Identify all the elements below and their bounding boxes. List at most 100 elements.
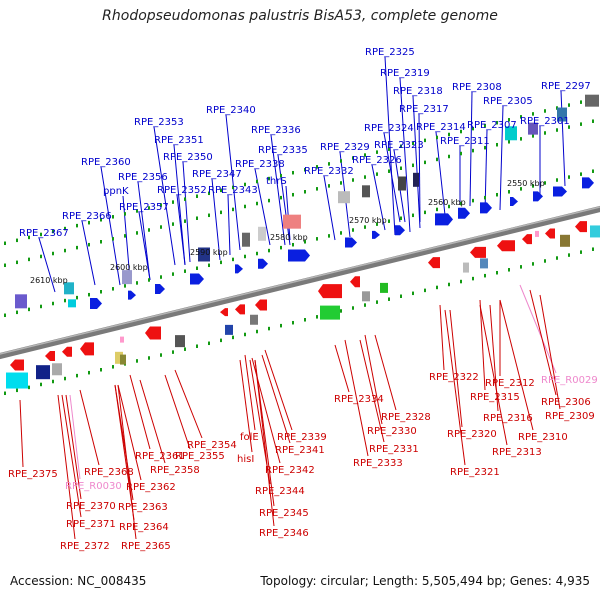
gene-feature-box	[505, 126, 517, 141]
gene-feature-box	[250, 314, 258, 325]
leader-line	[519, 284, 557, 374]
inner-top-tick	[196, 266, 198, 270]
inner-top-tick	[484, 195, 486, 200]
inner-bottom-tick	[448, 282, 450, 287]
leader-line	[38, 237, 56, 293]
outer-top-tick	[580, 122, 582, 126]
outer-top-tick	[484, 145, 486, 150]
leader-line	[139, 379, 166, 464]
forward-gene-label: RPE_2325	[365, 47, 415, 58]
forward-gene-label: ppnK	[103, 186, 129, 197]
gene-feature-box	[64, 282, 74, 295]
backbone-highlight	[0, 206, 600, 355]
reverse-gene-arrow	[545, 228, 555, 239]
leader-line	[285, 185, 291, 241]
leader-line	[211, 178, 221, 261]
inner-top-tick	[76, 295, 78, 300]
inner-top-tick	[4, 313, 6, 318]
leader-line	[176, 194, 186, 266]
gene-feature-box	[175, 335, 185, 348]
forward-gene-label: RPE_2350	[163, 152, 213, 163]
inner-top-tick	[100, 290, 102, 294]
forward-gene-arrow	[582, 177, 594, 189]
leader-line	[19, 399, 24, 468]
far-top-tick	[496, 120, 498, 125]
inner-top-tick	[592, 169, 594, 173]
reverse-gene-label: folE	[240, 432, 259, 443]
kbp-labels: 2550 kbp 2560 kbp 2570 kbp 2580 kbp 2590 kbp…	[30, 179, 545, 285]
forward-gene-label: RPE_2347	[192, 169, 242, 180]
forward-gene-arrow	[235, 264, 243, 274]
rna-feature	[535, 230, 539, 237]
gene-feature-box	[6, 372, 28, 389]
far-top-tick	[532, 112, 534, 116]
leader-line	[560, 90, 566, 187]
inner-bottom-tick	[268, 326, 270, 331]
reverse-gene-label: RPE_2346	[259, 528, 309, 539]
reverse-gene-label: RPE_2372	[60, 541, 110, 552]
outer-top-tick	[208, 213, 210, 218]
far-top-tick	[376, 150, 378, 154]
forward-gene-arrow	[288, 249, 310, 262]
forward-gene-label: RPE_2319	[380, 68, 430, 79]
leader-line	[79, 389, 100, 466]
far-top-tick	[112, 215, 114, 219]
forward-gene-label: RPE_2332	[304, 166, 354, 177]
outer-top-tick	[376, 172, 378, 176]
gene-feature-box	[463, 262, 469, 273]
outer-top-tick	[172, 222, 174, 226]
leader-line	[539, 294, 561, 410]
gene-feature-box	[198, 247, 210, 262]
reverse-gene-label: RPE_2309	[545, 411, 595, 422]
far-top-tick	[256, 179, 258, 184]
inner-top-tick	[544, 181, 546, 185]
forward-gene-arrow	[480, 202, 492, 214]
forward-gene-label: RPE_2307	[467, 120, 517, 131]
inner-bottom-tick	[244, 332, 246, 337]
leader-line	[61, 394, 82, 518]
reverse-gene-arrow	[10, 359, 24, 371]
inner-bottom-tick	[280, 323, 282, 328]
reverse-gene-arrow	[45, 350, 55, 361]
inner-top-tick	[280, 245, 282, 250]
outer-top-tick	[244, 204, 246, 209]
far-top-tick	[100, 218, 102, 222]
gene-feature-box	[320, 305, 340, 320]
leader-line	[225, 114, 241, 251]
reverse-gene-label: RPE_2322	[429, 372, 479, 383]
outer-top-tick	[352, 178, 354, 182]
reverse-gene-arrow	[80, 342, 94, 356]
far-top-tick	[196, 194, 198, 198]
outer-top-tick	[328, 184, 330, 188]
inner-top-tick	[292, 242, 294, 247]
inner-top-tick	[328, 234, 330, 238]
forward-gene-label: RPE_2360	[81, 157, 131, 168]
far-top-tick	[28, 235, 30, 240]
far-top-tick	[448, 132, 450, 137]
forward-gene-label: RPE_2351	[154, 135, 204, 146]
leader-line	[529, 289, 557, 396]
forward-gene-arrow	[155, 284, 165, 295]
far-top-tick	[484, 123, 486, 128]
forward-gene-label: RPE_2326	[352, 155, 402, 166]
outer-top-tick	[508, 140, 510, 144]
reverse-gene-arrow	[220, 308, 228, 317]
gene-feature-box	[413, 172, 419, 187]
far-top-tick	[244, 182, 246, 187]
inner-top-tick	[232, 257, 234, 262]
forward-gene-label: RPE_2297	[541, 81, 591, 92]
reverse-gene-label: RPE_2333	[353, 458, 403, 469]
inner-top-tick	[364, 225, 366, 229]
gene-feature-box	[398, 176, 406, 191]
forward-gene-arrow	[128, 290, 136, 300]
leader-line	[277, 154, 291, 246]
forward-gene-label: RPE_2317	[399, 104, 449, 115]
inner-bottom-tick	[472, 276, 474, 281]
inner-top-tick	[88, 292, 90, 297]
forward-gene-label: RPE_2311	[440, 136, 490, 147]
inner-top-tick	[460, 201, 462, 206]
reverse-gene-label: RPE_2339	[277, 432, 327, 443]
inner-top-tick	[448, 204, 450, 209]
